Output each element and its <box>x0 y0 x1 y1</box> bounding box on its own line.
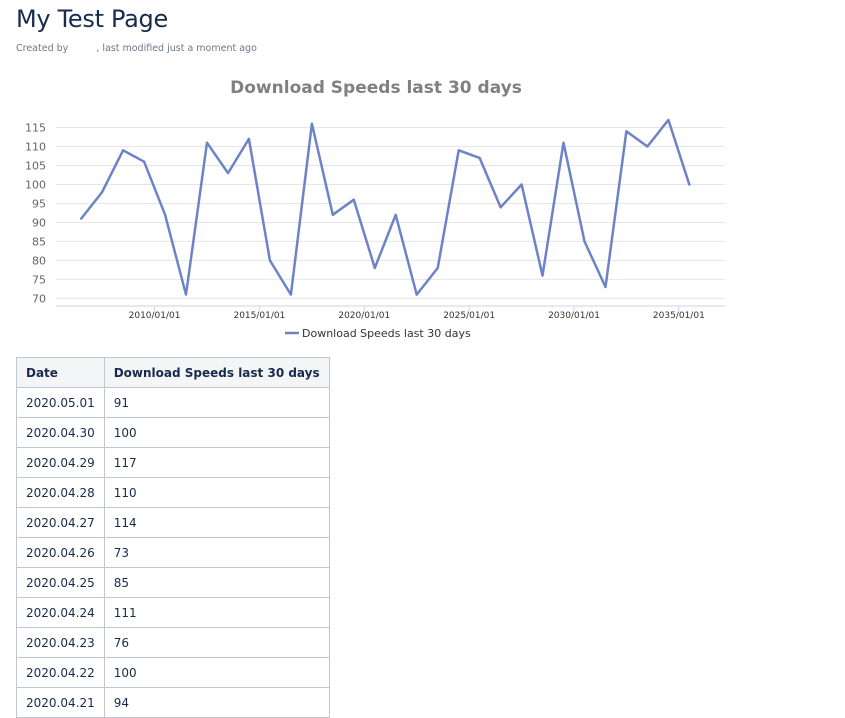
speed-cell: 100 <box>103 417 330 448</box>
date-cell: 2020.04.30 <box>16 417 105 448</box>
column-header-speed[interactable]: Download Speeds last 30 days <box>103 357 330 388</box>
data-point[interactable] <box>371 264 379 272</box>
table-row: 2020.04.29 117 <box>16 447 330 478</box>
data-table: Date Download Speeds last 30 days 2020.0… <box>16 357 330 718</box>
y-tick-label: 115 <box>25 121 46 134</box>
y-tick-label: 75 <box>32 273 46 286</box>
table-header-row: Date Download Speeds last 30 days <box>16 357 330 388</box>
y-tick-label: 110 <box>25 140 46 153</box>
table-row: 2020.04.26 73 <box>16 537 330 568</box>
speed-cell: 111 <box>103 597 330 628</box>
table-row: 2020.04.27 114 <box>16 507 330 538</box>
speed-cell: 110 <box>103 477 330 508</box>
data-point[interactable] <box>685 180 693 188</box>
column-header-date[interactable]: Date <box>16 357 105 388</box>
date-cell: 2020.04.25 <box>16 567 105 598</box>
x-tick-label: 2020/01/01 <box>338 311 390 321</box>
series-line[interactable] <box>79 118 691 296</box>
speed-cell: 117 <box>103 447 330 478</box>
date-cell: 2020.04.26 <box>16 537 105 568</box>
y-tick-label: 105 <box>25 159 46 172</box>
data-point[interactable] <box>308 120 316 128</box>
x-tick-label: 2015/01/01 <box>233 311 285 321</box>
y-tick-label: 100 <box>25 178 46 191</box>
data-point[interactable] <box>560 139 568 147</box>
speed-cell: 76 <box>103 627 330 658</box>
x-tick-label: 2030/01/01 <box>548 311 600 321</box>
table-row: 2020.04.28 110 <box>16 477 330 508</box>
data-point[interactable] <box>224 169 232 177</box>
speed-cell: 91 <box>103 387 330 418</box>
data-point[interactable] <box>77 215 85 223</box>
x-tick-label: 2010/01/01 <box>129 311 181 321</box>
chart-title: Download Speeds last 30 days <box>230 78 522 98</box>
x-tick-label: 2035/01/01 <box>653 311 705 321</box>
date-cell: 2020.05.01 <box>16 387 105 418</box>
speed-cell: 100 <box>103 657 330 688</box>
data-point[interactable] <box>622 127 630 135</box>
byline-prefix: Created by <box>16 43 69 54</box>
y-tick-label: 70 <box>32 292 46 305</box>
page-title: My Test Page <box>16 5 168 33</box>
data-point[interactable] <box>455 146 463 154</box>
y-tick-label: 95 <box>32 197 46 210</box>
data-point[interactable] <box>413 291 421 299</box>
table-row: 2020.04.21 94 <box>16 687 330 718</box>
data-point[interactable] <box>643 142 651 150</box>
data-point[interactable] <box>203 139 211 147</box>
legend-label: Download Speeds last 30 days <box>302 327 471 340</box>
speed-cell: 114 <box>103 507 330 538</box>
data-point[interactable] <box>497 203 505 211</box>
data-point[interactable] <box>434 264 442 272</box>
data-point[interactable] <box>119 146 127 154</box>
date-cell: 2020.04.28 <box>16 477 105 508</box>
table-row: 2020.05.01 91 <box>16 387 330 418</box>
date-cell: 2020.04.23 <box>16 627 105 658</box>
data-point[interactable] <box>601 283 609 291</box>
date-cell: 2020.04.29 <box>16 447 105 478</box>
data-point[interactable] <box>98 188 106 196</box>
data-point[interactable] <box>539 272 547 280</box>
data-point[interactable] <box>518 180 526 188</box>
data-point[interactable] <box>664 116 672 124</box>
page-byline: Created by , last modified just a moment … <box>16 43 257 54</box>
data-point[interactable] <box>287 291 295 299</box>
data-point[interactable] <box>182 291 190 299</box>
data-point[interactable] <box>350 196 358 204</box>
data-point[interactable] <box>245 135 253 143</box>
date-cell: 2020.04.22 <box>16 657 105 688</box>
chart-legend[interactable]: Download Speeds last 30 days <box>285 327 471 340</box>
speed-cell: 73 <box>103 537 330 568</box>
data-point[interactable] <box>329 211 337 219</box>
y-tick-label: 90 <box>32 216 46 229</box>
y-tick-label: 85 <box>32 235 46 248</box>
data-point[interactable] <box>580 237 588 245</box>
date-cell: 2020.04.21 <box>16 687 105 718</box>
data-point[interactable] <box>392 211 400 219</box>
data-point[interactable] <box>266 256 274 264</box>
table-row: 2020.04.30 100 <box>16 417 330 448</box>
date-cell: 2020.04.27 <box>16 507 105 538</box>
download-speeds-chart: Download Speeds last 30 days 70 75 80 85 90 9… <box>25 78 725 340</box>
table-row: 2020.04.24 111 <box>16 597 330 628</box>
table-row: 2020.04.23 76 <box>16 627 330 658</box>
x-tick-label: 2025/01/01 <box>443 311 495 321</box>
y-tick-label: 80 <box>32 254 46 267</box>
data-point[interactable] <box>161 211 169 219</box>
speed-cell: 94 <box>103 687 330 718</box>
date-cell: 2020.04.24 <box>16 597 105 628</box>
byline-suffix: , last modified just a moment ago <box>96 43 257 54</box>
data-point[interactable] <box>140 158 148 166</box>
data-point[interactable] <box>476 154 484 162</box>
table-row: 2020.04.22 100 <box>16 657 330 688</box>
speed-cell: 85 <box>103 567 330 598</box>
table-row: 2020.04.25 85 <box>16 567 330 598</box>
